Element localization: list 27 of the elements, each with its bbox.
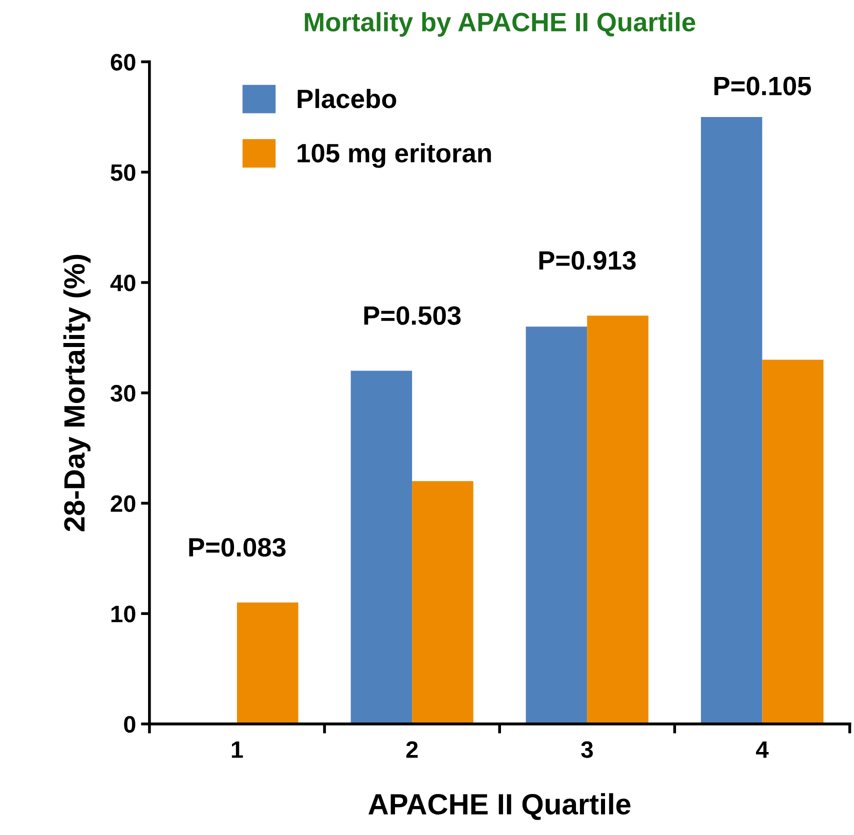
y-tick-label: 10 <box>111 606 136 622</box>
bar <box>526 326 588 724</box>
annotation: P=0.913 <box>539 251 636 270</box>
x-tick-label: 4 <box>756 741 769 758</box>
bar <box>700 116 762 724</box>
bar <box>236 602 298 724</box>
x-tick-label: 3 <box>581 741 593 758</box>
legend-label: Placebo <box>298 88 396 108</box>
y-tick-label: 20 <box>110 495 136 512</box>
annotation: P=0.503 <box>364 306 461 325</box>
bar <box>762 360 824 724</box>
annotation: P=0.083 <box>189 538 286 557</box>
bar <box>587 316 648 724</box>
y-tick-label: 60 <box>110 54 136 71</box>
y-tick-label: 50 <box>110 164 136 181</box>
y-tick-label: 0 <box>124 716 136 733</box>
chart-title: Mortality by APACHE II Quartile <box>304 12 696 37</box>
x-tick-label: 1 <box>232 741 243 758</box>
y-tick-label: 40 <box>110 274 136 292</box>
bar <box>412 481 474 724</box>
bar <box>350 370 412 724</box>
annotation: P=0.105 <box>714 76 811 96</box>
x-axis-title: APACHE II Quartile <box>368 793 630 820</box>
y-axis-title: 28-Day Mortality (%) <box>63 254 91 532</box>
legend-label: 105 mg eritoran <box>298 143 491 168</box>
x-tick-label: 2 <box>406 741 418 758</box>
y-tick-label: 30 <box>110 384 136 402</box>
